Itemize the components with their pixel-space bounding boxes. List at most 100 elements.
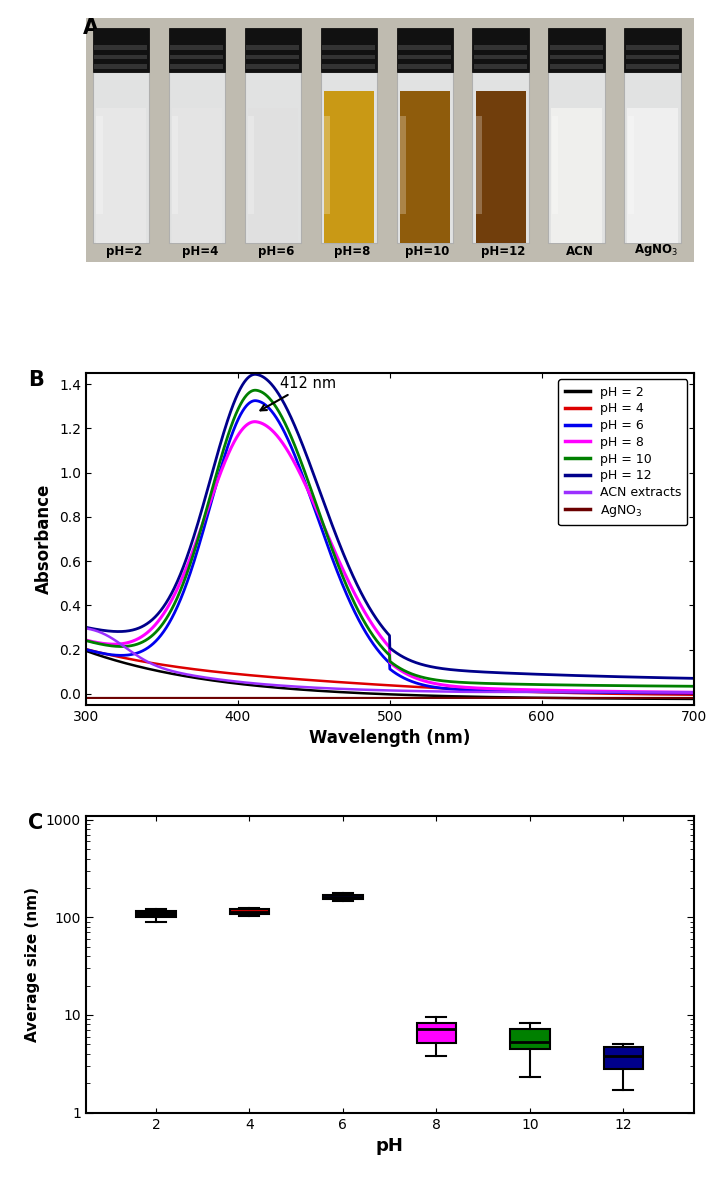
pH = 2 [361, 687, 370, 701]
pH = 12 [378, 619, 386, 633]
Bar [476, 115, 483, 213]
ACN extracts [671, 685, 680, 700]
pH = 10 [671, 679, 680, 694]
Bar [400, 115, 406, 213]
pH = 2 [560, 691, 568, 706]
AgNO$_3$ [671, 690, 680, 704]
Bar [628, 108, 678, 243]
Text: pH=10: pH=10 [405, 244, 450, 257]
Text: C: C [28, 813, 44, 833]
pH = 2 [112, 653, 121, 668]
ACN extracts [361, 683, 370, 697]
Bar [475, 92, 526, 243]
pH = 2 [82, 644, 90, 658]
Text: AgNO$_3$: AgNO$_3$ [633, 242, 678, 257]
Bar [474, 55, 527, 60]
Bar [398, 64, 451, 69]
Bar [170, 64, 223, 69]
pH = 4 [377, 677, 385, 691]
pH = 6 [82, 643, 90, 657]
Text: pH=4: pH=4 [182, 244, 218, 257]
pH = 6 [689, 685, 698, 700]
pH = 8 [561, 683, 569, 697]
ACN extracts [82, 621, 90, 635]
X-axis label: Wavelength (nm): Wavelength (nm) [309, 729, 470, 747]
ACN extracts [671, 685, 680, 700]
pH = 10 [361, 616, 370, 631]
pH = 4 [361, 677, 370, 691]
pH = 12 [672, 671, 681, 685]
Bar [248, 115, 255, 213]
PathPatch shape [603, 1047, 644, 1069]
Bar [93, 27, 149, 71]
pH = 8 [689, 685, 698, 700]
PathPatch shape [323, 895, 363, 898]
Bar [626, 64, 679, 69]
pH = 6 [361, 625, 370, 639]
pH = 12 [82, 620, 90, 634]
pH = 2 [671, 691, 680, 706]
pH = 2 [377, 687, 385, 701]
pH = 8 [672, 685, 681, 700]
Text: B: B [28, 370, 44, 390]
Bar [93, 71, 149, 243]
Bar [320, 27, 377, 71]
Bar [626, 45, 679, 50]
pH = 8 [671, 685, 680, 700]
Bar [548, 27, 605, 71]
Bar [551, 108, 601, 243]
Line: ACN extracts: ACN extracts [86, 628, 694, 693]
pH = 6 [672, 685, 681, 700]
Bar [550, 45, 603, 50]
pH = 6 [378, 647, 386, 662]
Bar [474, 45, 527, 50]
AgNO$_3$ [112, 690, 121, 704]
Bar [320, 71, 377, 243]
AgNO$_3$ [671, 690, 680, 704]
Text: 412 nm: 412 nm [260, 376, 336, 411]
pH = 4 [689, 688, 698, 702]
pH = 12 [251, 368, 260, 382]
Bar [170, 45, 223, 50]
Bar [97, 115, 102, 213]
Bar [94, 55, 147, 60]
Bar [247, 108, 297, 243]
pH = 10 [672, 679, 681, 694]
pH = 2 [689, 691, 698, 706]
pH = 4 [112, 650, 121, 664]
pH = 10 [251, 383, 260, 397]
pH = 2 [671, 691, 680, 706]
pH = 10 [561, 678, 569, 693]
Text: ACN: ACN [566, 244, 593, 257]
AgNO$_3$ [689, 690, 698, 704]
Bar [624, 71, 681, 243]
ACN extracts [112, 634, 121, 649]
pH = 8 [82, 633, 90, 647]
pH = 6 [561, 685, 569, 700]
Bar [398, 45, 451, 50]
Bar [94, 64, 147, 69]
AgNO$_3$ [361, 690, 370, 704]
Line: pH = 10: pH = 10 [86, 390, 694, 687]
Bar [246, 64, 300, 69]
Bar [626, 55, 679, 60]
Bar [172, 108, 222, 243]
Bar [400, 92, 450, 243]
Bar [550, 55, 603, 60]
Bar [550, 64, 603, 69]
Bar [245, 27, 301, 71]
pH = 8 [361, 606, 370, 620]
Bar [245, 71, 301, 243]
pH = 10 [378, 640, 386, 654]
AgNO$_3$ [560, 690, 568, 704]
Line: pH = 4: pH = 4 [86, 649, 694, 695]
Legend: pH = 2, pH = 4, pH = 6, pH = 8, pH = 10, pH = 12, ACN extracts, AgNO$_3$: pH = 2, pH = 4, pH = 6, pH = 8, pH = 10,… [558, 380, 687, 525]
pH = 4 [671, 688, 680, 702]
Bar [96, 108, 146, 243]
ACN extracts [689, 685, 698, 700]
AgNO$_3$ [377, 690, 385, 704]
pH = 6 [251, 394, 260, 408]
ACN extracts [377, 683, 385, 697]
PathPatch shape [417, 1023, 456, 1042]
Bar [322, 64, 375, 69]
